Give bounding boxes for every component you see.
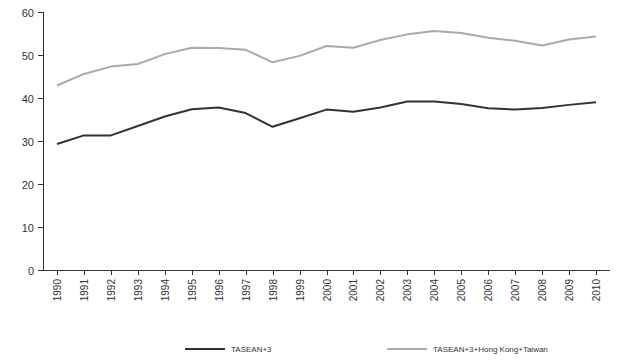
y-tick — [38, 55, 43, 56]
y-tick — [38, 184, 43, 185]
x-tick — [111, 270, 112, 275]
y-tick — [38, 12, 43, 13]
x-tick-label: 1994 — [160, 279, 171, 302]
x-tick-label: 2010 — [591, 279, 602, 302]
y-tick-label: 40 — [22, 93, 34, 105]
x-tick-label: 2002 — [375, 279, 386, 302]
legend-label: TASEAN+3+Hong Kong+Taiwan — [433, 345, 548, 354]
y-tick — [38, 270, 43, 271]
x-tick — [165, 270, 166, 275]
y-tick-label: 20 — [22, 179, 34, 191]
x-tick — [461, 270, 462, 275]
x-tick — [515, 270, 516, 275]
series-line — [57, 31, 596, 86]
x-tick-label: 1999 — [295, 279, 306, 302]
x-tick-label: 2000 — [322, 279, 333, 302]
x-tick-label: 2009 — [564, 279, 575, 302]
x-axis-line — [43, 270, 610, 271]
x-tick — [407, 270, 408, 275]
x-tick-label: 2006 — [483, 279, 494, 302]
x-tick — [57, 270, 58, 275]
y-tick — [38, 98, 43, 99]
x-tick-label: 1990 — [52, 279, 63, 302]
x-tick — [300, 270, 301, 275]
y-tick-label: 0 — [28, 265, 34, 277]
x-tick — [273, 270, 274, 275]
y-tick — [38, 141, 43, 142]
x-tick — [327, 270, 328, 275]
x-tick-label: 1995 — [187, 279, 198, 302]
x-tick-label: 1992 — [106, 279, 117, 302]
x-tick-label: 2004 — [429, 279, 440, 302]
legend-label: TASEAN+3 — [231, 345, 272, 354]
plot-area — [57, 31, 596, 144]
chart-container: 0 10 20 30 40 50 60 1990 1991 1992 1993 1994 1995 199… — [0, 0, 617, 360]
y-tick-label: 60 — [22, 7, 34, 19]
series-line — [57, 101, 596, 144]
x-tick-label: 2005 — [456, 279, 467, 302]
x-tick-label: 2001 — [348, 279, 359, 302]
x-tick-label: 1997 — [241, 279, 252, 302]
x-tick-label: 1991 — [79, 279, 90, 302]
x-tick — [434, 270, 435, 275]
y-tick — [38, 227, 43, 228]
x-tick — [353, 270, 354, 275]
x-tick — [542, 270, 543, 275]
x-tick-label: 1998 — [268, 279, 279, 302]
x-tick — [488, 270, 489, 275]
chart-svg: 0 10 20 30 40 50 60 1990 1991 1992 1993 1994 1995 199… — [0, 0, 617, 360]
x-tick-label: 2008 — [537, 279, 548, 302]
y-tick-label: 50 — [22, 50, 34, 62]
legend-swatch — [185, 348, 225, 350]
legend-swatch — [387, 348, 427, 350]
x-tick — [84, 270, 85, 275]
x-tick — [246, 270, 247, 275]
x-tick-label: 1993 — [133, 279, 144, 302]
x-tick-label: 2007 — [510, 279, 521, 302]
y-axis-line — [43, 12, 44, 270]
x-tick-label: 1996 — [214, 279, 225, 302]
x-tick — [569, 270, 570, 275]
legend: TASEAN+3 TASEAN+3+Hong Kong+Taiwan — [185, 345, 548, 354]
x-tick — [138, 270, 139, 275]
x-tick — [596, 270, 597, 275]
x-tick — [192, 270, 193, 275]
y-tick-label: 10 — [22, 222, 34, 234]
x-tick — [380, 270, 381, 275]
x-tick-label: 2003 — [402, 279, 413, 302]
x-tick — [219, 270, 220, 275]
y-tick-label: 30 — [22, 136, 34, 148]
